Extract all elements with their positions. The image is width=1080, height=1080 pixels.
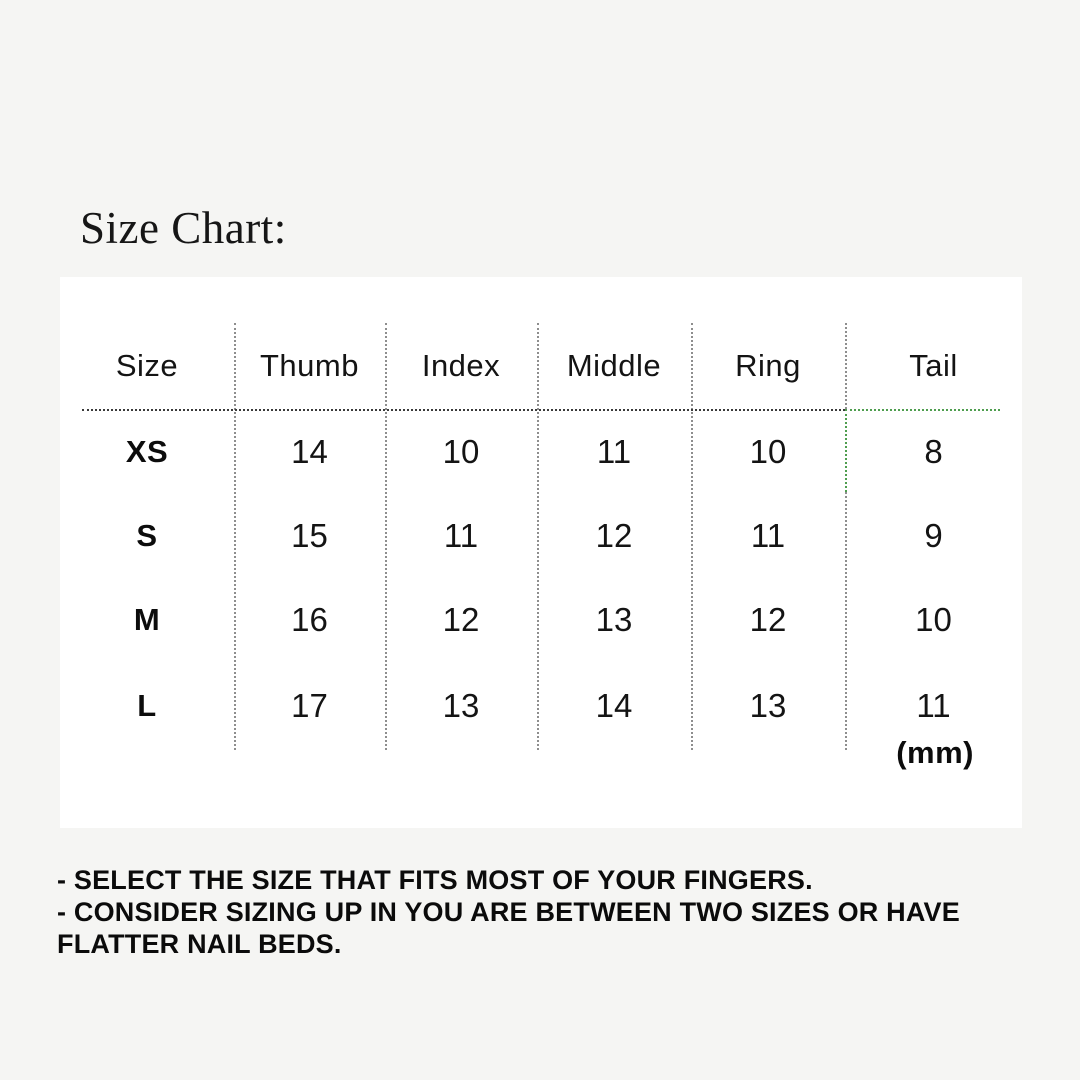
row-label-s: S — [136, 518, 158, 553]
column-header-thumb: Thumb — [260, 348, 359, 383]
cell-m-tail: 10 — [915, 601, 952, 638]
row-label-xs: XS — [125, 433, 169, 469]
cell-s-ring: 11 — [750, 517, 786, 554]
cell-xs-thumb: 14 — [291, 432, 328, 470]
column-header-tail: Tail — [909, 348, 958, 383]
unit-label: (mm) — [896, 735, 974, 770]
column-header-middle: Middle — [566, 348, 662, 383]
cell-s-tail: 9 — [924, 517, 943, 554]
cell-m-ring: 12 — [749, 601, 787, 638]
cell-l-middle: 14 — [595, 687, 633, 724]
cell-s-middle: 12 — [595, 517, 633, 554]
cell-l-tail: 11 — [916, 687, 951, 724]
cell-m-middle: 13 — [595, 601, 633, 638]
page-title: Size Chart: — [80, 203, 287, 253]
note-line-1: - SELECT THE SIZE THAT FITS MOST OF YOUR… — [57, 865, 813, 895]
cell-l-ring: 13 — [749, 687, 787, 724]
cell-l-thumb: 17 — [291, 687, 328, 724]
size-table: Size Thumb Index Middle Ring Tail XS 14 … — [60, 277, 1022, 828]
cell-xs-middle: 11 — [596, 432, 632, 470]
cell-l-index: 13 — [442, 687, 480, 724]
cell-xs-tail: 8 — [924, 432, 943, 470]
sizing-notes: - SELECT THE SIZE THAT FITS MOST OF YOUR… — [57, 864, 1037, 960]
cell-xs-ring: 10 — [749, 432, 787, 470]
note-line-2: - CONSIDER SIZING UP IN YOU ARE BETWEEN … — [57, 897, 960, 927]
cell-xs-index: 10 — [442, 432, 480, 470]
column-header-ring: Ring — [735, 348, 801, 383]
cell-s-index: 11 — [443, 517, 479, 554]
row-label-l: L — [137, 688, 157, 723]
cell-m-thumb: 16 — [291, 601, 328, 638]
column-header-size: Size — [115, 348, 179, 383]
cell-s-thumb: 15 — [291, 517, 328, 554]
size-table-card: Size Thumb Index Middle Ring Tail XS 14 … — [60, 277, 1022, 828]
row-label-m: M — [133, 602, 161, 637]
column-header-index: Index — [421, 348, 501, 383]
cell-m-index: 12 — [442, 601, 480, 638]
table-top-spacer — [60, 277, 1022, 323]
note-line-3: FLATTER NAIL BEDS. — [57, 929, 342, 959]
